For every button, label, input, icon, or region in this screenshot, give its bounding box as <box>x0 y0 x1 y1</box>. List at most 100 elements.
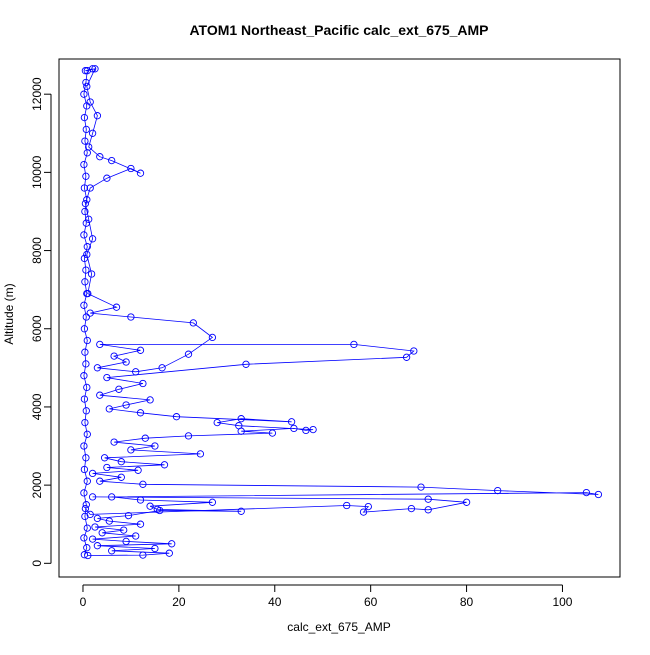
data-point <box>81 67 90 75</box>
data-point <box>108 156 116 165</box>
data-point <box>103 463 111 472</box>
data-point <box>494 486 502 495</box>
data-point <box>117 458 125 466</box>
data-point <box>83 430 91 438</box>
data-point <box>83 524 91 532</box>
data-point <box>127 164 135 173</box>
data-point <box>151 442 159 450</box>
data-point <box>462 498 471 506</box>
y-tick-label: 2000 <box>30 471 44 498</box>
data-point <box>93 112 102 120</box>
data-point <box>98 529 106 537</box>
x-tick-label: 60 <box>364 595 378 609</box>
data-point <box>136 520 145 528</box>
data-point <box>82 454 90 462</box>
data-point <box>117 473 125 481</box>
data-point <box>407 504 416 513</box>
data-point <box>88 129 97 137</box>
data-point <box>103 174 111 182</box>
y-tick-label: 8000 <box>30 237 44 264</box>
data-point <box>132 368 140 376</box>
data-point <box>268 429 277 437</box>
data-point <box>83 477 91 485</box>
data-point <box>83 383 91 392</box>
data-point <box>88 493 97 501</box>
data-point <box>91 523 99 531</box>
data-point <box>80 231 88 239</box>
data-point <box>309 425 317 434</box>
data-point <box>582 488 591 497</box>
data-point <box>196 450 205 458</box>
data-point <box>82 78 90 87</box>
data-point <box>302 426 310 435</box>
data-point <box>93 542 102 550</box>
x-axis-label: calc_ext_675_AMP <box>287 620 390 634</box>
data-point <box>80 160 88 169</box>
data-point <box>84 551 92 560</box>
data-point <box>82 360 90 368</box>
series-line <box>84 68 599 556</box>
data-point <box>235 422 243 430</box>
data-point <box>208 333 217 342</box>
plot-area <box>80 65 603 560</box>
data-point <box>213 418 221 427</box>
x-tick-label: 20 <box>172 595 186 609</box>
data-point <box>158 364 166 372</box>
data-point <box>120 526 128 534</box>
data-point <box>83 149 91 157</box>
data-point <box>146 502 154 510</box>
data-point <box>82 219 90 227</box>
y-tick-label: 4000 <box>30 393 44 420</box>
data-point <box>115 385 123 393</box>
data-point <box>96 391 104 399</box>
data-point <box>100 454 109 462</box>
data-point <box>139 480 147 488</box>
data-point <box>208 498 217 506</box>
data-point <box>88 65 97 73</box>
data-point <box>81 348 89 356</box>
data-point <box>82 313 90 321</box>
data-point <box>82 501 90 509</box>
x-tick-label: 0 <box>80 595 87 609</box>
data-point <box>81 137 89 145</box>
x-tick-label: 100 <box>552 595 572 609</box>
data-point <box>139 551 147 559</box>
data-point <box>127 313 135 321</box>
data-point <box>88 535 97 543</box>
x-tick-label: 40 <box>268 595 282 609</box>
data-point <box>343 501 351 510</box>
data-point <box>83 102 91 110</box>
data-point <box>80 301 88 309</box>
data-point <box>132 532 140 540</box>
data-point <box>80 184 89 192</box>
data-point <box>287 418 296 426</box>
data-point <box>168 540 176 548</box>
x-tick-label: 80 <box>460 595 474 609</box>
data-point <box>81 512 89 521</box>
data-point <box>290 424 298 433</box>
data-point <box>141 434 149 442</box>
data-point <box>80 442 88 450</box>
y-tick-label: 10000 <box>30 155 44 189</box>
data-point <box>127 446 135 454</box>
data-point <box>80 113 89 122</box>
data-point <box>122 537 130 546</box>
data-point <box>160 461 169 469</box>
plot-frame <box>58 58 621 578</box>
data-point <box>136 496 145 504</box>
data-point <box>83 336 91 345</box>
data-point <box>184 350 193 358</box>
data-point <box>417 483 425 491</box>
data-point <box>81 418 89 427</box>
y-axis-label: Altitude (m) <box>2 283 16 344</box>
data-point <box>82 407 90 415</box>
data-point <box>105 405 113 413</box>
data-point <box>410 347 418 355</box>
data-point <box>80 395 89 403</box>
data-point <box>242 360 250 368</box>
data-point <box>83 82 91 91</box>
data-point <box>122 401 130 409</box>
data-point <box>424 506 432 514</box>
data-point <box>86 184 94 192</box>
